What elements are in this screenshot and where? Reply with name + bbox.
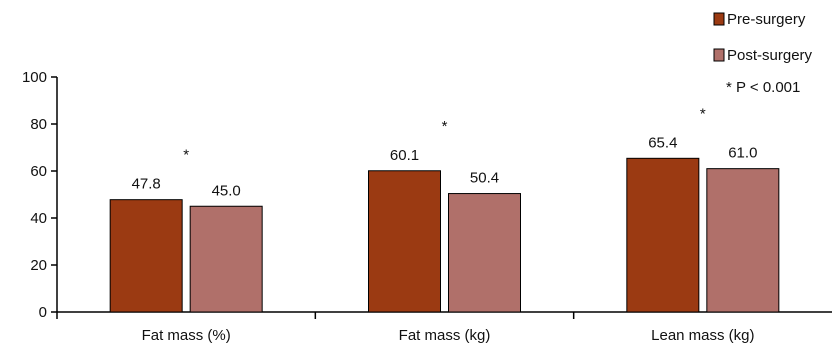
x-category-label: Lean mass (kg) [651,327,754,344]
legend-label: Pre-surgery [727,11,806,28]
x-category-label: Fat mass (%) [142,327,231,344]
legend-swatch-pre-surgery [713,12,725,26]
data-labels: 47.8 45.0 * 60.1 50.4 * 65.4 61.0 * [132,105,758,199]
bar-value-label: 50.4 [470,170,499,187]
y-tick-label: 0 [39,304,47,321]
bar-post-surgery [189,205,263,313]
bar-value-label: 60.1 [390,147,419,164]
legend: Pre-surgery Post-surgery * P < 0.001 [713,11,813,96]
bar-value-label: 45.0 [212,182,241,199]
bars [109,157,780,313]
legend-label: Post-surgery [727,47,813,64]
bar-value-label: 65.4 [648,134,677,151]
x-axis: Fat mass (%) Fat mass (kg) Lean mass (kg) [56,311,832,344]
bar-pre-surgery [368,170,441,313]
y-tick-label: 60 [30,163,47,180]
x-category-label: Fat mass (kg) [399,327,491,344]
y-tick-label: 40 [30,210,47,227]
y-axis: 0 20 40 60 80 100 [22,69,58,321]
significance-marker: * [442,118,448,135]
significance-marker: * [700,105,706,122]
bar-pre-surgery [626,157,700,313]
y-tick-label: 20 [30,257,47,274]
bar-post-surgery [706,168,780,313]
significance-marker: * [183,147,189,164]
bar-value-label: 47.8 [132,176,161,193]
bar-post-surgery [448,193,521,313]
significance-note: * P < 0.001 [726,79,800,96]
legend-swatch-post-surgery [713,48,725,62]
bar-pre-surgery [109,199,183,313]
y-tick-label: 100 [22,69,47,86]
y-tick-label: 80 [30,116,47,133]
bar-value-label: 61.0 [728,145,757,162]
